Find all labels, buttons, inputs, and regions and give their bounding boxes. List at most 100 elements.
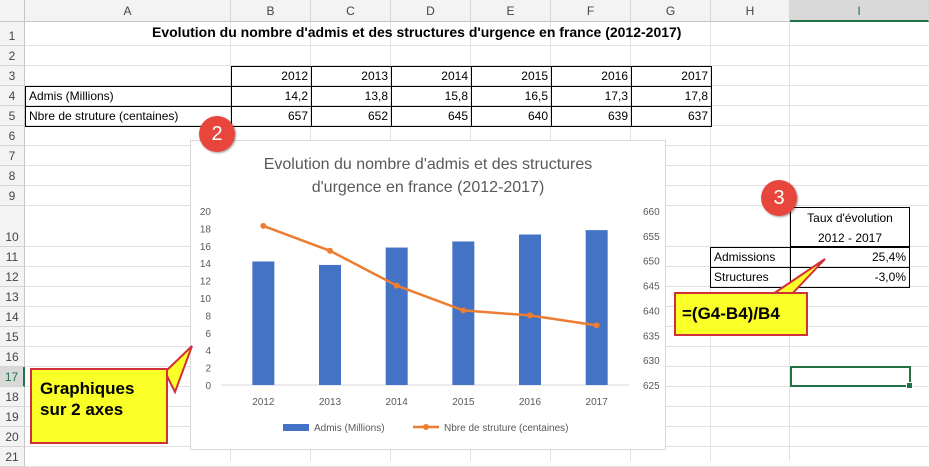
row-header-label: 4 xyxy=(8,89,16,103)
line-structures xyxy=(262,224,597,327)
chart-canvas: Evolution du nombre d'admis et des struc… xyxy=(200,156,660,434)
left-axis-tick-label: 8 xyxy=(205,311,211,322)
row-header-20[interactable]: 20 xyxy=(0,427,25,447)
row-header-12[interactable]: 12 xyxy=(0,267,25,287)
grid-line xyxy=(25,125,929,126)
left-axis-tick-label: 12 xyxy=(200,277,212,288)
line-point-structures xyxy=(593,322,600,329)
right-axis-tick-label: 625 xyxy=(643,381,660,392)
row-header-9[interactable]: 9 xyxy=(0,186,25,206)
chart-title-line1: Evolution du nombre d'admis et des struc… xyxy=(264,156,593,173)
left-axis-tick-label: 16 xyxy=(200,242,212,253)
grid-line xyxy=(789,22,790,461)
sheet-title-cell[interactable]: Evolution du nombre d'admis et des struc… xyxy=(152,24,682,40)
line-point-structures xyxy=(260,222,267,229)
row-header-label: 9 xyxy=(8,189,16,203)
row-header-label: 3 xyxy=(8,69,16,83)
right-axis-tick-label: 650 xyxy=(643,257,660,268)
column-header-e[interactable]: E xyxy=(471,0,551,22)
select-all-corner[interactable] xyxy=(0,0,25,22)
grid-line xyxy=(710,22,711,461)
combo-chart[interactable]: Evolution du nombre d'admis et des struc… xyxy=(190,140,666,450)
row-header-7[interactable]: 7 xyxy=(0,146,25,166)
left-axis-tick-label: 18 xyxy=(200,224,212,235)
row-header-label: 5 xyxy=(8,109,16,123)
row-header-2[interactable]: 2 xyxy=(0,46,25,66)
column-header-b[interactable]: B xyxy=(231,0,311,22)
row-header-label: 16 xyxy=(5,350,19,364)
active-cell-selection[interactable] xyxy=(790,366,913,389)
badge-3: 3 xyxy=(761,180,797,216)
row-header-1[interactable]: 1 xyxy=(0,22,25,46)
row-header-label: 6 xyxy=(8,129,16,143)
line-point-structures xyxy=(327,247,333,254)
row-header-13[interactable]: 13 xyxy=(0,287,25,307)
column-header-d[interactable]: D xyxy=(391,0,471,22)
x-axis-tick-label: 2013 xyxy=(319,397,342,408)
bar-admis xyxy=(252,261,275,385)
line-point-structures xyxy=(393,282,400,289)
row-header-label: 11 xyxy=(5,250,19,264)
row-header-5[interactable]: 5 xyxy=(0,106,25,126)
grid-line xyxy=(25,45,929,46)
graph-callout-pointer xyxy=(163,345,193,395)
right-axis-tick-label: 635 xyxy=(643,331,660,342)
formula-callout-pointer xyxy=(766,258,826,297)
row-header-17[interactable]: 17 xyxy=(0,367,25,387)
left-axis-tick-label: 20 xyxy=(200,207,212,218)
row-header-19[interactable]: 19 xyxy=(0,407,25,427)
row-header-4[interactable]: 4 xyxy=(0,86,25,106)
bar-admis xyxy=(519,234,541,385)
left-axis-tick-label: 2 xyxy=(205,364,211,375)
row-header-label: 19 xyxy=(5,410,19,424)
column-header-c[interactable]: C xyxy=(311,0,391,22)
column-header-h[interactable]: H xyxy=(711,0,790,22)
row-header-label: 1 xyxy=(8,29,16,43)
structure-label-cell[interactable]: Nbre de struture (centaines) xyxy=(25,106,232,127)
column-header-g[interactable]: G xyxy=(631,0,711,22)
row-header-label: 18 xyxy=(5,390,19,404)
formula-callout: =(G4-B4)/B4 xyxy=(674,292,808,336)
row-header-6[interactable]: 6 xyxy=(0,126,25,146)
row-header-3[interactable]: 3 xyxy=(0,66,25,86)
graph-callout: Graphiques sur 2 axes xyxy=(30,368,168,444)
row-header-label: 8 xyxy=(8,169,16,183)
column-header-a[interactable]: A xyxy=(25,0,231,22)
line-point-structures xyxy=(527,312,533,319)
row-header-label: 12 xyxy=(5,270,19,284)
graph-callout-line2: sur 2 axes xyxy=(40,400,124,419)
bar-admis xyxy=(319,264,341,385)
evolution-header-line2: 2012 - 2017 xyxy=(817,231,883,245)
left-axis-tick-label: 4 xyxy=(205,346,211,357)
row-header-14[interactable]: 14 xyxy=(0,307,25,327)
row-header-label: 20 xyxy=(5,430,19,444)
right-axis-tick-label: 645 xyxy=(643,282,660,293)
line-point-structures xyxy=(460,307,467,314)
right-axis-tick-label: 630 xyxy=(643,356,660,367)
row-header-15[interactable]: 15 xyxy=(0,327,25,347)
row-header-18[interactable]: 18 xyxy=(0,387,25,407)
evolution-header-line1: Taux d'évolution xyxy=(807,211,893,225)
row-header-16[interactable]: 16 xyxy=(0,347,25,367)
column-header-f[interactable]: F xyxy=(551,0,631,22)
legend-swatch-admis xyxy=(283,424,309,431)
right-axis-tick-label: 655 xyxy=(643,232,660,243)
left-axis-tick-label: 0 xyxy=(205,381,211,392)
badge-2: 2 xyxy=(199,116,235,152)
left-axis-tick-label: 6 xyxy=(205,329,211,340)
row-header-11[interactable]: 11 xyxy=(0,247,25,267)
left-axis-tick-label: 14 xyxy=(200,259,212,270)
row-header-label: 7 xyxy=(8,149,16,163)
x-axis-tick-label: 2015 xyxy=(452,397,475,408)
x-axis-tick-label: 2012 xyxy=(252,397,275,408)
row-header-10[interactable]: 10 xyxy=(0,206,25,247)
legend-marker-structures xyxy=(423,424,429,430)
structures-value-cell[interactable]: -3,0% xyxy=(790,267,910,288)
x-axis-tick-label: 2014 xyxy=(386,397,409,408)
row-header-8[interactable]: 8 xyxy=(0,166,25,186)
x-axis-tick-label: 2016 xyxy=(519,397,542,408)
evolution-header-cell[interactable]: Taux d'évolution 2012 - 2017 xyxy=(790,207,910,247)
structure-value-cell[interactable]: 637 xyxy=(631,106,712,127)
grid-line xyxy=(25,65,929,66)
